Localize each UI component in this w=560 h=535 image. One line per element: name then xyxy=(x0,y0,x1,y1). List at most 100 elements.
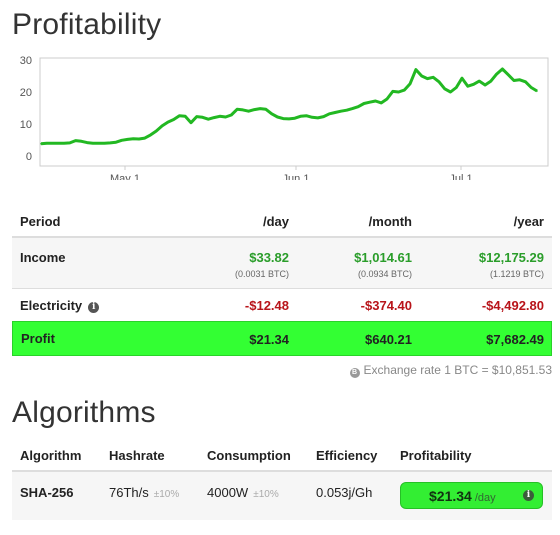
data-point xyxy=(230,114,233,116)
data-point xyxy=(322,115,325,118)
header-profitability: Profitability xyxy=(400,448,472,463)
consumption-value: 4000W xyxy=(207,485,249,500)
y-tick-label: 0 xyxy=(26,151,32,163)
data-point xyxy=(207,118,210,120)
table-row-income: Income $33.82 $1,014.61 $12,175.29 (0.00… xyxy=(12,236,552,288)
income-label: Income xyxy=(20,250,66,265)
data-point xyxy=(242,109,244,111)
data-point xyxy=(236,108,238,111)
data-point xyxy=(92,142,94,144)
data-point xyxy=(311,116,313,119)
data-point xyxy=(426,77,429,80)
data-point xyxy=(69,142,71,144)
profit-series xyxy=(40,67,538,146)
data-point xyxy=(276,116,279,118)
header-efficiency: Efficiency xyxy=(316,448,378,463)
header-month: /month xyxy=(368,214,412,229)
data-point xyxy=(420,75,423,77)
profit-day: $21.34 xyxy=(249,332,289,347)
data-point xyxy=(178,114,181,117)
data-point xyxy=(443,88,446,90)
data-point xyxy=(259,107,262,110)
y-tick-label: 10 xyxy=(20,119,32,131)
header-year: /year xyxy=(513,214,544,229)
data-point xyxy=(490,80,492,82)
table-row-profit: Profit $21.34 $640.21 $7,682.49 xyxy=(12,321,552,356)
profit-year: $7,682.49 xyxy=(486,332,544,347)
data-point xyxy=(507,73,510,76)
data-point xyxy=(63,142,65,144)
header-hashrate: Hashrate xyxy=(109,448,165,463)
income-month: $1,014.61 xyxy=(354,250,412,265)
data-point xyxy=(345,109,348,111)
data-point xyxy=(172,118,175,121)
header-algorithm: Algorithm xyxy=(20,448,82,463)
profitability-title: Profitability xyxy=(12,8,162,41)
info-icon[interactable]: i xyxy=(523,490,534,501)
table-row-electricity: Electricity i -$12.48 -$374.40 -$4,492.80 xyxy=(12,288,552,320)
chart-frame xyxy=(39,57,549,167)
data-point xyxy=(438,81,440,83)
data-point xyxy=(449,91,452,93)
data-point xyxy=(120,139,123,142)
data-point xyxy=(74,139,77,142)
header-consumption: Consumption xyxy=(207,448,291,463)
algorithms-header-row: Algorithm Hashrate Consumption Efficienc… xyxy=(12,440,552,468)
data-point xyxy=(432,76,435,79)
profit-month: $640.21 xyxy=(365,332,412,347)
data-point xyxy=(138,138,140,140)
data-point xyxy=(132,137,135,140)
data-point xyxy=(340,110,342,112)
data-point xyxy=(495,73,498,75)
data-point xyxy=(294,117,296,119)
hashrate-cell: 76Th/s ±10% xyxy=(109,485,179,500)
info-icon[interactable]: i xyxy=(88,302,100,313)
income-year-btc: (1.1219 BTC) xyxy=(489,269,544,279)
data-point xyxy=(51,142,54,144)
consumption-cell: 4000W ±10% xyxy=(207,485,279,500)
exchange-rate: B Exchange rate 1 BTC = $10,851.53 xyxy=(349,363,552,378)
electricity-day: -$12.48 xyxy=(244,298,289,313)
data-point xyxy=(144,137,146,139)
data-point xyxy=(478,80,481,82)
x-tick-label: May 1 xyxy=(110,173,140,180)
data-point xyxy=(536,90,538,92)
x-tick-label: Jul 1 xyxy=(449,173,472,180)
data-point xyxy=(224,116,227,118)
data-point xyxy=(190,121,192,124)
data-point xyxy=(282,117,285,120)
data-point xyxy=(484,84,486,86)
electricity-month: -$374.40 xyxy=(360,298,412,313)
data-point xyxy=(374,100,377,102)
data-point xyxy=(357,105,360,108)
hashrate-tolerance: ±10% xyxy=(153,489,180,500)
profitability-chart: 30 20 10 0 May 1 Jun 1 Jul 1 xyxy=(20,55,549,180)
income-day-btc: (0.0031 BTC) xyxy=(234,269,289,279)
data-point xyxy=(126,138,129,141)
data-point xyxy=(161,125,163,127)
data-point xyxy=(184,115,186,118)
data-point xyxy=(270,113,273,115)
data-point xyxy=(219,115,221,118)
data-point xyxy=(455,86,458,89)
data-point xyxy=(149,134,152,136)
income-month-btc: (0.0934 BTC) xyxy=(357,269,412,279)
y-tick-label: 30 xyxy=(20,55,32,67)
consumption-tolerance: ±10% xyxy=(253,489,279,500)
data-point xyxy=(530,86,532,89)
data-point xyxy=(461,77,463,79)
exchange-rate-text: Exchange rate 1 BTC = $10,851.53 xyxy=(363,363,552,377)
data-point xyxy=(86,141,88,144)
data-point xyxy=(472,83,475,86)
y-axis: 30 20 10 0 xyxy=(20,55,32,163)
profitability-button-unit: /day xyxy=(474,492,496,504)
profitability-button[interactable]: $21.34/day i xyxy=(400,482,543,509)
algorithm-name: SHA-256 xyxy=(20,485,74,500)
data-point xyxy=(265,108,267,111)
data-point xyxy=(97,142,100,144)
efficiency-value: 0.053j/Gh xyxy=(316,485,373,500)
electricity-label-wrap: Electricity i xyxy=(20,298,100,313)
income-year: $12,175.29 xyxy=(478,250,544,265)
data-point xyxy=(501,68,504,70)
data-point xyxy=(513,79,515,82)
